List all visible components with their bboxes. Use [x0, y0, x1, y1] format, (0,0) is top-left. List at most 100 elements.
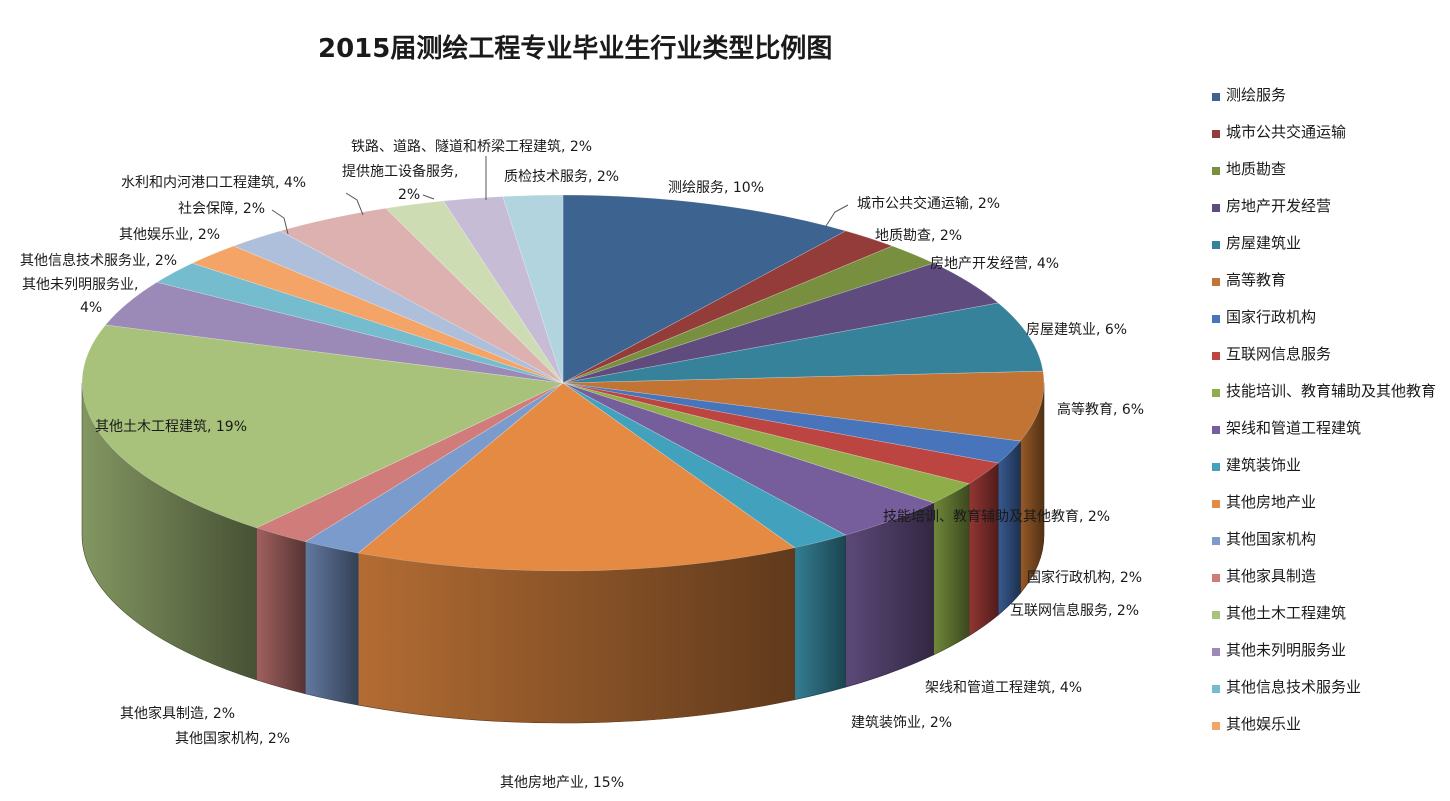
data-label-10: 建筑装饰业, 2%: [851, 715, 952, 731]
legend-label: 房地产开发经营: [1226, 197, 1332, 215]
pie-side-12: [304, 541, 359, 706]
legend-label: 其他娱乐业: [1226, 715, 1302, 733]
data-label-11: 其他房地产业, 15%: [500, 775, 624, 791]
legend-swatch: [1212, 204, 1220, 212]
pie-slice-3: [562, 262, 999, 384]
legend-label: 高等教育: [1226, 271, 1287, 289]
legend-item: 建筑装饰业: [1208, 454, 1444, 491]
leader-lines: [271, 156, 849, 235]
legend-item: 其他未列明服务业: [1208, 639, 1444, 676]
legend-swatch: [1212, 352, 1220, 360]
legend-label: 互联网信息服务: [1226, 345, 1332, 363]
leader-line-18: [271, 209, 289, 235]
data-label-20: 提供施工设备服务,: [342, 163, 458, 180]
legend-label: 测绘服务: [1226, 86, 1287, 104]
legend-label: 其他国家机构: [1226, 530, 1317, 548]
legend-swatch: [1212, 315, 1220, 323]
legend-swatch: [1212, 278, 1220, 286]
data-labels: 测绘服务, 10% 城市公共交通运输, 2% 地质勘查, 2% 房地产开发经营, 4%…: [20, 139, 1144, 791]
legend-swatch: [1212, 130, 1220, 138]
legend-item: 其他娱乐业: [1208, 713, 1444, 750]
legend-swatch: [1212, 389, 1220, 397]
data-label-20-line2: 2%: [398, 187, 420, 203]
pie-slice-4: [562, 302, 1044, 384]
legend-item: 房地产开发经营: [1208, 195, 1444, 232]
legend-item: 测绘服务: [1208, 84, 1444, 121]
pie-side-7: [968, 462, 999, 637]
legend-label: 地质勘查: [1226, 160, 1287, 178]
legend-item: 其他信息技术服务业: [1208, 676, 1444, 713]
legend-item: 城市公共交通运输: [1208, 121, 1444, 158]
legend-label: 城市公共交通运输: [1226, 123, 1347, 141]
legend-item: 其他土木工程建筑: [1208, 602, 1444, 639]
data-label-22: 质检技术服务, 2%: [504, 169, 619, 185]
pie-slice-22: [502, 194, 564, 384]
legend-item: 高等教育: [1208, 269, 1444, 306]
pie-side-13: [256, 527, 306, 695]
legend-swatch: [1212, 574, 1220, 582]
legend-item: 其他房地产业: [1208, 491, 1444, 528]
legend-label: 国家行政机构: [1226, 308, 1317, 326]
legend-label: 建筑装饰业: [1226, 456, 1302, 474]
data-label-6: 国家行政机构, 2%: [1027, 569, 1142, 586]
data-label-15: 其他未列明服务业,: [22, 277, 138, 293]
legend-swatch: [1212, 685, 1220, 693]
data-label-15-line2: 4%: [80, 300, 102, 316]
pie-slice-7: [562, 382, 999, 485]
data-label-3: 房地产开发经营, 4%: [930, 256, 1059, 272]
pie-slice-20: [385, 200, 564, 384]
legend-item: 技能培训、教育辅助及其他教育: [1208, 380, 1444, 417]
legend-label: 其他未列明服务业: [1226, 641, 1347, 659]
data-label-12: 其他国家机构, 2%: [175, 730, 290, 747]
legend-swatch: [1212, 648, 1220, 656]
legend-label: 其他信息技术服务业: [1226, 678, 1362, 696]
data-label-9: 架线和管道工程建筑, 4%: [925, 680, 1082, 696]
legend-label: 技能培训、教育辅助及其他教育: [1226, 382, 1437, 400]
legend-label: 其他土木工程建筑: [1226, 604, 1347, 622]
leader-line-1: [825, 204, 849, 227]
pie-slice-14: [81, 324, 565, 529]
legend-item: 房屋建筑业: [1208, 232, 1444, 269]
pie-slice-13: [255, 382, 564, 543]
legend-label: 其他房地产业: [1226, 493, 1317, 511]
pie-slice-15: [104, 281, 564, 384]
legend-swatch: [1212, 241, 1220, 249]
pie-slice-17: [191, 245, 564, 384]
pie-slice-2: [562, 245, 935, 384]
legend-swatch: [1212, 93, 1220, 101]
legend-swatch: [1212, 167, 1220, 175]
data-label-21: 铁路、道路、隧道和桥梁工程建筑, 2%: [351, 139, 592, 155]
legend-item: 国家行政机构: [1208, 306, 1444, 343]
legend-swatch: [1212, 426, 1220, 434]
leader-line-19: [345, 192, 364, 216]
data-label-8: 技能培训、教育辅助及其他教育, 2%: [883, 509, 1110, 525]
pie-slice-12: [304, 382, 564, 554]
pie-side-11: [357, 547, 796, 724]
legend-item: 互联网信息服务: [1208, 343, 1444, 380]
data-label-2: 地质勘查, 2%: [875, 228, 962, 244]
pie-slice-5: [562, 370, 1045, 442]
data-label-13: 其他家具制造, 2%: [120, 705, 235, 722]
pie-slice-16: [156, 262, 564, 384]
legend-swatch: [1212, 611, 1220, 619]
data-label-4: 房屋建筑业, 6%: [1026, 322, 1127, 338]
pie-slice-10: [562, 382, 847, 549]
pie-slice-1: [562, 230, 894, 384]
pie-side-14: [81, 382, 257, 681]
pie-slice-21: [442, 196, 564, 384]
pie-tops: [81, 194, 1045, 572]
pie-slice-9: [562, 382, 935, 536]
legend-item: 其他家具制造: [1208, 565, 1444, 602]
legend-swatch: [1212, 722, 1220, 730]
legend: 测绘服务城市公共交通运输 地质勘查房地产开发经营房屋建筑业高等教育国家行政机构 互联…: [1208, 84, 1444, 750]
legend-label: 架线和管道工程建筑: [1226, 419, 1362, 437]
chart-title: 2015届测绘工程专业毕业生行业类型比例图: [318, 34, 833, 64]
legend-swatch: [1212, 463, 1220, 471]
data-label-1: 城市公共交通运输, 2%: [857, 195, 1000, 212]
legend-item: 架线和管道工程建筑: [1208, 417, 1444, 454]
data-label-7: 互联网信息服务, 2%: [1010, 602, 1139, 619]
pie-slice-0: [562, 194, 847, 384]
pie-slice-18: [232, 230, 564, 384]
leader-line-20: [422, 194, 435, 200]
